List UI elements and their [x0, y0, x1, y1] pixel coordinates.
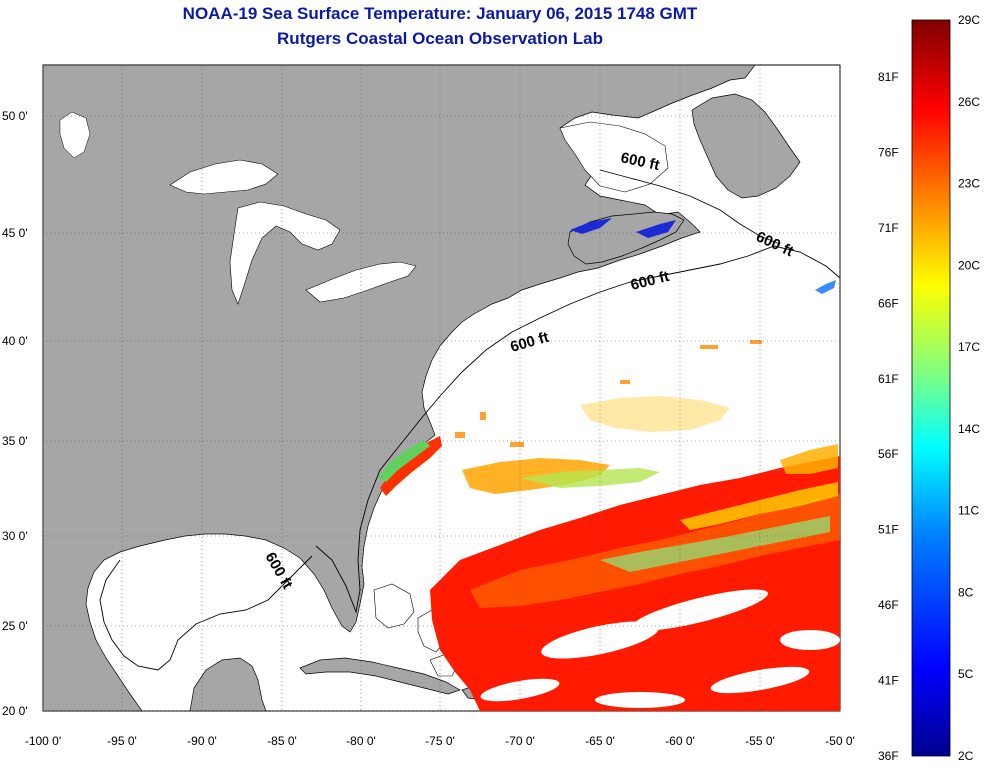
longitude-label: -85 0'	[267, 734, 297, 748]
isobath-600ft	[99, 169, 840, 671]
cloud-gaps	[480, 589, 840, 708]
sst-yellow-band	[680, 482, 838, 530]
longitude-label: -80 0'	[346, 734, 376, 748]
colorbar-celsius-label: 11C	[958, 504, 979, 518]
colorbar-celsius-label: 14C	[958, 422, 980, 436]
sst-specks	[455, 340, 762, 447]
sst-coastal-green	[378, 440, 430, 482]
graticule	[42, 65, 841, 712]
colorbar-fahrenheit-label: 46F	[878, 598, 899, 612]
colorbar-fahrenheit-label: 81F	[878, 70, 899, 84]
chart-subtitle: Rutgers Coastal Ocean Observation Lab	[277, 29, 603, 48]
longitude-label: -50 0'	[825, 734, 855, 748]
colorbar-celsius-label: 2C	[958, 749, 974, 763]
lake-winnipeg	[59, 111, 91, 159]
land-yucatan	[189, 657, 267, 711]
colorbar-fahrenheit-label: 71F	[878, 221, 899, 235]
colorbar-celsius-label: 23C	[958, 177, 980, 191]
longitude-label: -70 0'	[505, 734, 535, 748]
colorbar-fahrenheit-label: 56F	[878, 447, 899, 461]
colorbar-celsius-label: 20C	[958, 258, 980, 272]
gulf-st-lawrence	[559, 121, 669, 193]
sst-east-patch	[780, 444, 838, 474]
colorbar-celsius-label: 8C	[958, 585, 974, 599]
colorbar-celsius-label: 17C	[958, 340, 980, 354]
latitude-label: 35 0'	[2, 434, 28, 448]
longitude-label: -90 0'	[187, 734, 217, 748]
colorbar	[911, 19, 951, 757]
colorbar-fahrenheit-label: 61F	[878, 372, 899, 386]
lake-superior	[169, 159, 279, 195]
sst-cold-east	[815, 280, 836, 294]
longitude-label: -65 0'	[585, 734, 615, 748]
lake-michigan-huron	[229, 201, 341, 305]
sst-cool-band	[600, 516, 830, 572]
colorbar-fahrenheit-label: 66F	[878, 296, 899, 310]
colorbar-celsius-label: 29C	[958, 13, 980, 27]
sst-scatter-north	[580, 396, 730, 432]
land-cuba	[299, 657, 461, 695]
latitude-label: 20 0'	[2, 704, 28, 718]
longitude-label: -100 0'	[25, 734, 61, 748]
latitude-label: 30 0'	[2, 529, 28, 543]
colorbar-celsius-label: 26C	[958, 95, 980, 109]
longitude-label: -60 0'	[665, 734, 695, 748]
colorbar-fahrenheit-label: 36F	[878, 749, 899, 763]
colorbar-fahrenheit-label: 76F	[878, 145, 899, 159]
colorbar-fahrenheit-label: 41F	[878, 674, 899, 688]
colorbar-celsius-label: 5C	[958, 667, 974, 681]
sst-gulf-stream-coastal	[380, 436, 442, 496]
sst-mid-patch-green	[520, 468, 660, 488]
latitude-label: 50 0'	[2, 109, 28, 123]
latitude-label: 25 0'	[2, 619, 28, 633]
longitude-label: -95 0'	[107, 734, 137, 748]
chart-title: NOAA-19 Sea Surface Temperature: January…	[182, 4, 698, 23]
latitude-label: 40 0'	[2, 334, 28, 348]
longitude-label: -75 0'	[425, 734, 455, 748]
colorbar-fahrenheit-label: 51F	[878, 523, 899, 537]
sst-cold-nova-scotia	[570, 218, 676, 238]
land-newfoundland	[691, 93, 801, 199]
longitude-label: -55 0'	[745, 734, 775, 748]
latitude-label: 45 0'	[2, 226, 28, 240]
